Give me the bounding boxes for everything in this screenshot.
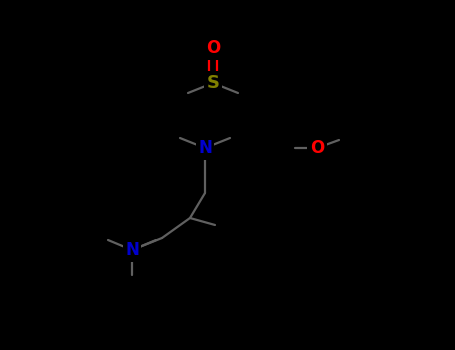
Text: O: O [206, 39, 220, 57]
Text: N: N [125, 241, 139, 259]
Text: S: S [207, 74, 219, 92]
Text: N: N [198, 139, 212, 157]
Text: O: O [310, 139, 324, 157]
